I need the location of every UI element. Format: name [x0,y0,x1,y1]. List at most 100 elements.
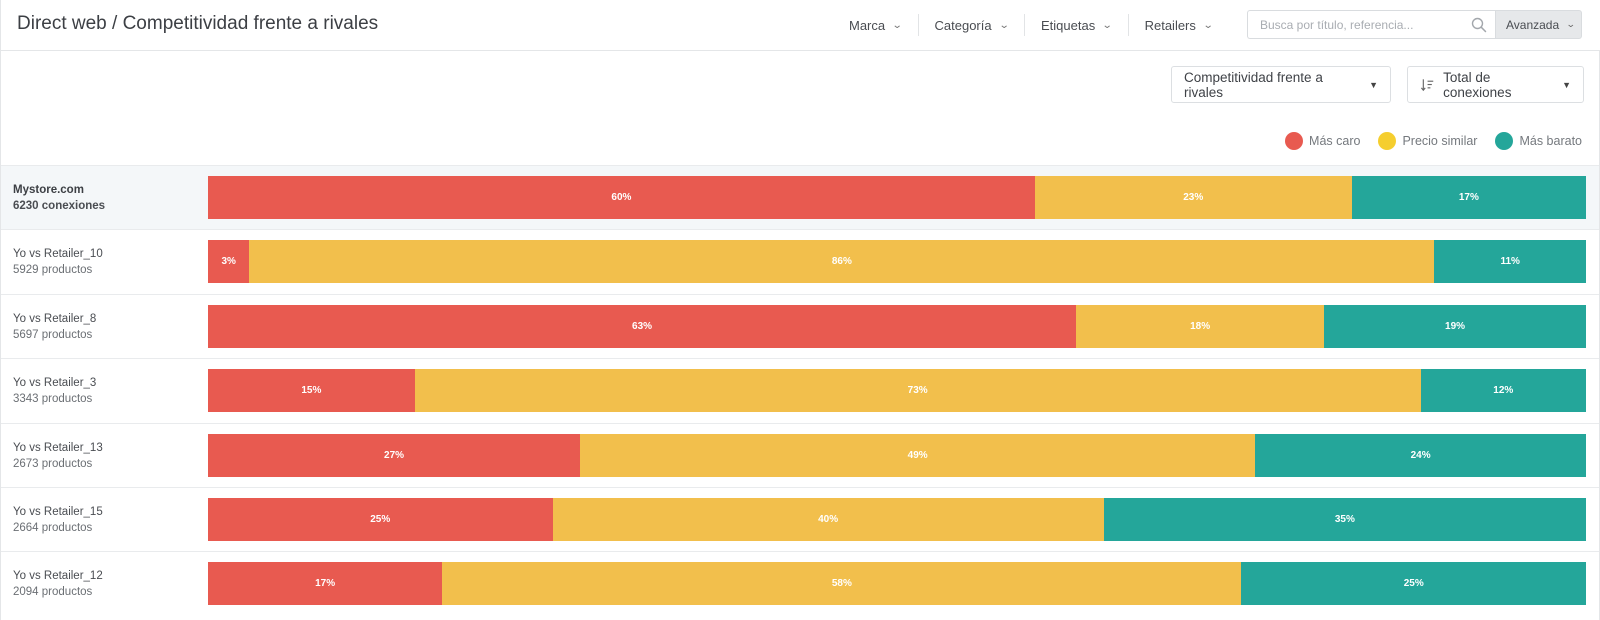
bar-segment-precio-similar[interactable]: 58% [442,562,1242,606]
stacked-bar[interactable]: 63% 18% 19% [208,304,1586,348]
chevron-down-icon: ⌄ [1566,19,1576,29]
filter-label: Retailers [1144,17,1196,33]
bar-segment-precio-similar[interactable]: 23% [1034,176,1352,219]
bar-segment-mas-caro[interactable]: 25% [208,497,553,541]
bar-value-label: 17% [315,578,336,590]
top-bar: Direct web / Competitividad frente a riv… [1,0,1600,51]
bar-value-label: 24% [1410,449,1431,461]
advanced-search-button[interactable]: Avanzada ⌄ [1495,10,1582,39]
search-group: Avanzada ⌄ [1247,10,1582,39]
divider [917,14,919,36]
row-count: 6230 conexiones [13,200,106,212]
bar-value-label: 73% [907,385,928,397]
bar-segment-precio-similar[interactable]: 49% [580,433,1256,477]
row-count: 3343 productos [13,393,93,406]
retailer-row[interactable]: Yo vs Retailer_8 5697 productos 63% 18% 19% [1,293,1599,358]
legend-label: Precio similar [1402,134,1478,148]
bar-value-label: 49% [907,449,928,461]
row-count: 2094 productos [13,586,93,599]
row-label: Mystore.com 6230 conexiones [13,182,105,214]
stacked-bar[interactable]: 60% 23% 17% [208,176,1586,219]
retailer-row[interactable]: Yo vs Retailer_12 2094 productos 17% 58% 25% [1,551,1599,615]
summary-row[interactable]: Mystore.com 6230 conexiones 60% 23% 17% [1,165,1599,230]
filter-retailers[interactable]: Retailers ⌄ [1144,0,1214,50]
bar-segment-mas-barato[interactable]: 17% [1351,176,1586,219]
caret-down-icon: ▼ [1562,79,1571,90]
bar-segment-mas-barato[interactable]: 19% [1324,304,1586,348]
row-label: Yo vs Retailer_8 5697 productos [13,311,96,343]
bar-segment-mas-caro[interactable]: 17% [208,562,443,606]
stacked-bar[interactable]: 27% 49% 24% [208,433,1586,477]
bar-segment-precio-similar[interactable]: 86% [249,240,1435,284]
search-icon[interactable] [1471,17,1487,33]
bar-value-label: 40% [818,513,839,525]
caret-down-icon: ▼ [1369,79,1378,90]
row-label: Yo vs Retailer_10 5929 productos [13,246,103,278]
legend-label: Más caro [1309,134,1361,148]
sort-dropdown-label: Total de conexiones [1443,69,1512,100]
bar-segment-precio-similar[interactable]: 73% [414,369,1421,413]
bar-value-label: 58% [831,578,852,590]
row-count: 5697 productos [13,328,93,341]
row-label: Yo vs Retailer_12 2094 productos [13,568,103,600]
filter-label: Categoría [934,17,992,33]
filter-categoria[interactable]: Categoría ⌄ [934,0,1010,50]
view-dropdown[interactable]: Competitividad frente a rivales ▼ [1171,66,1391,103]
row-name: Yo vs Retailer_12 [13,570,103,583]
bar-segment-mas-barato[interactable]: 11% [1434,240,1586,284]
bar-segment-precio-similar[interactable]: 40% [552,497,1104,541]
bar-value-label: 3% [221,256,236,268]
filter-label: Marca [849,17,886,33]
bar-segment-mas-caro[interactable]: 27% [208,433,581,477]
bar-value-label: 15% [301,385,322,397]
legend-dot [1495,132,1514,150]
filter-marca[interactable]: Marca ⌄ [849,0,903,50]
filter-label: Etiquetas [1041,17,1096,33]
bar-value-label: 19% [1445,320,1466,332]
bar-segment-mas-barato[interactable]: 35% [1103,497,1586,541]
page-title: Direct web / Competitividad frente a riv… [17,13,379,34]
filter-etiquetas[interactable]: Etiquetas ⌄ [1041,0,1113,50]
sort-dropdown[interactable]: Total de conexiones ▼ [1407,66,1584,103]
advanced-search-label: Avanzada [1506,17,1560,32]
row-count: 5929 productos [13,264,93,277]
retailer-row[interactable]: Yo vs Retailer_15 2664 productos 25% 40% 35% [1,486,1599,551]
bar-segment-mas-barato[interactable]: 12% [1420,369,1586,413]
row-name: Mystore.com [13,184,84,196]
stacked-bar[interactable]: 3% 86% 11% [208,240,1586,284]
legend-dot [1378,132,1397,150]
bar-segment-mas-caro[interactable]: 15% [208,369,415,413]
row-name: Yo vs Retailer_10 [13,248,103,261]
retailer-row[interactable]: Yo vs Retailer_13 2673 productos 27% 49% 24% [1,422,1599,487]
bar-value-label: 60% [611,192,632,203]
bar-segment-mas-caro[interactable]: 60% [208,176,1035,219]
bar-value-label: 63% [632,320,653,332]
bar-value-label: 11% [1500,256,1520,268]
row-label: Yo vs Retailer_13 2673 productos [13,440,103,472]
stacked-bar[interactable]: 15% 73% 12% [208,369,1586,413]
search-input[interactable] [1248,11,1495,38]
bar-segment-mas-caro[interactable]: 3% [208,240,250,284]
stacked-bar[interactable]: 25% 40% 35% [208,497,1586,541]
retailer-row[interactable]: Yo vs Retailer_10 5929 productos 3% 86% 11% [1,229,1599,293]
bar-segment-mas-barato[interactable]: 25% [1241,562,1586,606]
bar-segment-mas-caro[interactable]: 63% [208,304,1077,348]
sort-descending-icon [1420,78,1434,91]
legend-label: Más barato [1519,134,1582,148]
row-count: 2673 productos [13,457,93,470]
stacked-bar[interactable]: 17% 58% 25% [208,562,1586,606]
view-dropdown-label: Competitividad frente a rivales [1184,69,1323,100]
legend-item-mas-barato: Más barato [1495,132,1582,150]
legend-item-mas-caro: Más caro [1285,132,1360,150]
row-name: Yo vs Retailer_8 [13,312,97,325]
bar-value-label: 35% [1334,513,1355,525]
search-box [1247,10,1495,39]
bar-value-label: 18% [1190,320,1211,332]
retailer-row[interactable]: Yo vs Retailer_3 3343 productos 15% 73% 12% [1,358,1599,422]
bar-segment-mas-barato[interactable]: 24% [1255,433,1586,477]
legend-item-precio-similar: Precio similar [1378,132,1477,150]
row-name: Yo vs Retailer_13 [13,441,103,454]
bar-segment-precio-similar[interactable]: 18% [1076,304,1325,348]
chevron-down-icon: ⌄ [1202,19,1214,31]
